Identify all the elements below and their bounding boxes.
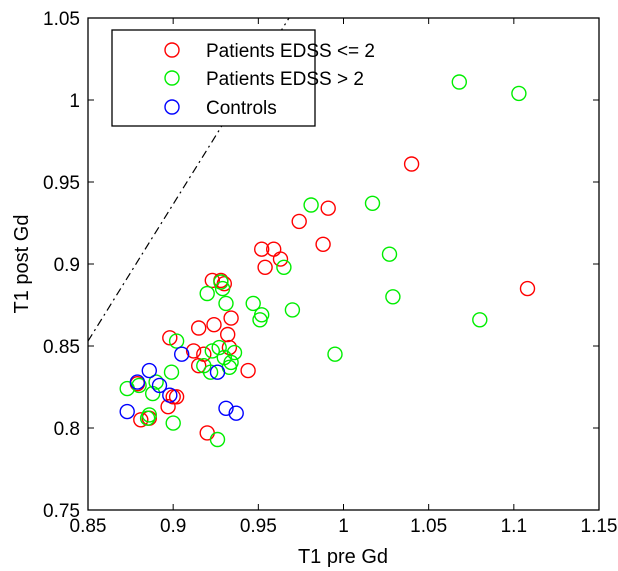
data-point-series-1 [226,344,243,361]
data-point-series-0 [272,251,289,267]
data-point-series-2 [228,405,244,421]
data-point-series-0 [291,213,307,230]
y-tick-label: 1 [69,91,80,112]
x-tick-label: 0.9 [160,516,186,537]
y-tick-label: 0.8 [54,419,80,440]
data-point-series-0 [221,339,238,356]
data-point-series-0 [133,412,149,428]
data-point-series-1 [381,246,398,262]
legend-marker-patients-edss-le-2 [164,42,180,58]
data-point-series-1 [139,410,156,426]
data-point-series-1 [472,312,488,328]
legend: Patients EDSS <= 2 Patients EDSS > 2 Con… [111,29,375,127]
y-tick-label: 0.9 [54,255,80,276]
data-point-series-1 [165,415,181,431]
legend-box [111,29,316,127]
data-point-series-1 [141,407,158,423]
data-point-series-0 [196,346,212,362]
data-point-series-0 [223,310,239,326]
x-tick-label: 1.15 [581,516,618,537]
data-point-series-1 [276,259,292,275]
x-tick-label: 0.95 [240,516,277,537]
data-point-series-0 [254,241,270,257]
data-point-series-0 [257,259,273,275]
axis-ticks-layer: 0.85 0.9 0.95 1 1.05 1.1 1.15 0.75 0.8 0.85 0.9 0.9… [43,9,617,537]
data-point-series-0 [519,280,536,297]
data-point-series-2 [162,387,178,403]
data-point-series-1 [148,374,164,390]
data-point-series-1 [168,333,185,349]
data-point-series-0 [162,330,178,346]
data-point-series-1 [163,364,180,380]
data-point-series-1 [364,195,381,212]
legend-marker-patients-edss-gt-2 [164,70,180,86]
data-point-series-1 [202,364,219,380]
data-point-series-1 [511,85,527,102]
data-point-series-0 [160,399,176,415]
y-tick-label: 0.85 [43,337,80,358]
data-points-layer [119,74,536,448]
legend-label-controls: Controls [206,98,277,119]
data-point-series-1 [223,354,239,371]
data-point-series-1 [385,289,401,305]
data-point-series-1 [209,431,226,448]
legend-label-patients-edss-le-2: Patients EDSS <= 2 [206,41,375,62]
data-point-series-1 [131,377,147,394]
y-tick-label: 0.75 [43,501,80,522]
x-tick-label: 0.85 [70,516,107,537]
data-point-series-1 [214,280,231,297]
data-point-series-2 [218,400,234,416]
data-point-series-0 [403,156,420,172]
y-tick-label: 0.95 [43,173,80,194]
data-point-series-2 [119,403,135,420]
legend-label-patients-edss-gt-2: Patients EDSS > 2 [206,69,364,90]
data-point-series-0 [168,389,185,405]
data-point-series-1 [303,197,319,213]
data-point-series-0 [190,320,207,336]
data-point-series-1 [218,295,234,312]
data-point-series-1 [254,307,270,323]
data-point-series-2 [141,362,158,379]
data-point-series-1 [211,339,227,356]
data-point-series-1 [199,285,215,302]
y-axis-title: T1 post Gd [11,215,33,314]
data-point-series-0 [240,362,256,379]
data-point-series-0 [206,317,222,333]
data-point-series-2 [129,374,146,390]
legend-marker-controls [164,99,180,115]
data-point-series-1 [204,343,221,359]
data-point-series-2 [209,364,226,380]
x-axis-title: T1 pre Gd [298,546,388,568]
data-point-series-1 [327,346,343,362]
x-tick-label: 1.1 [501,516,527,537]
x-tick-label: 1 [338,516,349,537]
data-point-series-0 [204,272,221,289]
data-point-series-1 [213,274,229,290]
data-point-series-1 [451,74,467,90]
x-tick-label: 1.05 [410,516,447,537]
data-point-series-2 [173,346,190,362]
data-point-series-1 [284,302,301,318]
data-point-series-0 [315,236,331,253]
data-point-series-0 [185,343,202,359]
y-tick-label: 1.05 [43,9,80,30]
data-point-series-1 [245,295,261,312]
data-point-series-2 [151,377,168,394]
data-point-series-0 [320,200,336,216]
